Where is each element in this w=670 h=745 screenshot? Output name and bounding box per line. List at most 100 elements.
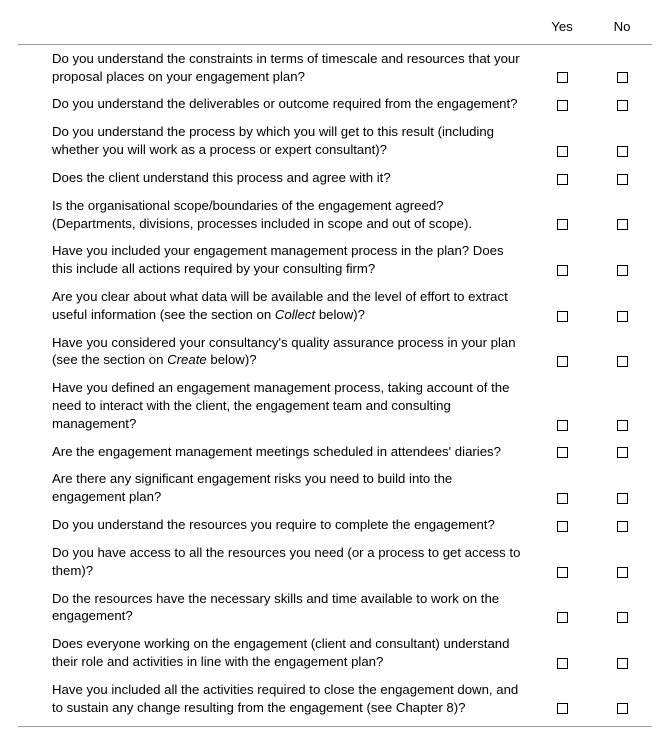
no-cell [592,539,652,585]
question-row: Do you understand the deliverables or ou… [18,90,652,118]
question-text: Have you included all the activities req… [18,676,532,727]
question-row: Have you included all the activities req… [18,676,652,727]
yes-cell [532,465,592,511]
yes-cell [532,192,592,238]
no-cell [592,283,652,329]
yes-cell [532,283,592,329]
checkbox-yes[interactable] [557,521,568,532]
question-row: Do you have access to all the resources … [18,539,652,585]
question-row: Does everyone working on the engagement … [18,630,652,676]
question-row: Is the organisational scope/boundaries o… [18,192,652,238]
yes-cell [532,44,592,90]
question-text: Do you understand the resources you requ… [18,511,532,539]
question-text: Does everyone working on the engagement … [18,630,532,676]
no-cell [592,630,652,676]
question-text: Is the organisational scope/boundaries o… [18,192,532,238]
checkbox-yes[interactable] [557,356,568,367]
yes-cell [532,90,592,118]
question-text: Have you considered your consultancy's q… [18,329,532,375]
checkbox-yes[interactable] [557,219,568,230]
checkbox-no[interactable] [617,447,628,458]
no-cell [592,237,652,283]
checkbox-yes[interactable] [557,612,568,623]
checkbox-no[interactable] [617,100,628,111]
yes-cell [532,539,592,585]
checkbox-no[interactable] [617,311,628,322]
no-cell [592,676,652,727]
checkbox-yes[interactable] [557,265,568,276]
checkbox-no[interactable] [617,174,628,185]
no-cell [592,90,652,118]
header-no: No [592,12,652,44]
no-cell [592,329,652,375]
checkbox-no[interactable] [617,612,628,623]
yes-cell [532,374,592,437]
checkbox-no[interactable] [617,567,628,578]
yes-cell [532,676,592,727]
header-question-col [18,12,532,44]
question-row: Do the resources have the necessary skil… [18,585,652,631]
checkbox-no[interactable] [617,493,628,504]
question-text: Are there any significant engagement ris… [18,465,532,511]
checkbox-yes[interactable] [557,420,568,431]
question-text: Have you defined an engagement managemen… [18,374,532,437]
checkbox-yes[interactable] [557,658,568,669]
question-text: Do the resources have the necessary skil… [18,585,532,631]
yes-cell [532,585,592,631]
yes-cell [532,164,592,192]
header-yes: Yes [532,12,592,44]
checkbox-no[interactable] [617,420,628,431]
yes-cell [532,118,592,164]
checkbox-no[interactable] [617,703,628,714]
question-row: Are the engagement management meetings s… [18,438,652,466]
checkbox-yes[interactable] [557,703,568,714]
question-text: Does the client understand this process … [18,164,532,192]
checkbox-yes[interactable] [557,174,568,185]
checkbox-yes[interactable] [557,146,568,157]
checkbox-yes[interactable] [557,311,568,322]
question-text: Do you understand the process by which y… [18,118,532,164]
question-row: Do you understand the constraints in ter… [18,44,652,90]
no-cell [592,585,652,631]
question-row: Have you included your engagement manage… [18,237,652,283]
yes-cell [532,237,592,283]
yes-cell [532,329,592,375]
question-row: Have you considered your consultancy's q… [18,329,652,375]
checkbox-yes[interactable] [557,447,568,458]
checkbox-no[interactable] [617,521,628,532]
checkbox-yes[interactable] [557,567,568,578]
question-row: Do you understand the process by which y… [18,118,652,164]
checkbox-yes[interactable] [557,493,568,504]
no-cell [592,118,652,164]
question-text: Do you have access to all the resources … [18,539,532,585]
question-row: Does the client understand this process … [18,164,652,192]
checkbox-no[interactable] [617,146,628,157]
header-row: Yes No [18,12,652,44]
no-cell [592,192,652,238]
question-row: Have you defined an engagement managemen… [18,374,652,437]
no-cell [592,465,652,511]
checkbox-no[interactable] [617,356,628,367]
question-text: Have you included your engagement manage… [18,237,532,283]
question-row: Do you understand the resources you requ… [18,511,652,539]
no-cell [592,511,652,539]
checkbox-yes[interactable] [557,72,568,83]
question-text: Are you clear about what data will be av… [18,283,532,329]
yes-cell [532,438,592,466]
checkbox-no[interactable] [617,219,628,230]
yes-cell [532,511,592,539]
no-cell [592,374,652,437]
question-row: Are you clear about what data will be av… [18,283,652,329]
question-text: Do you understand the constraints in ter… [18,44,532,90]
checkbox-no[interactable] [617,658,628,669]
no-cell [592,44,652,90]
checklist-table: Yes No Do you understand the constraints… [18,12,652,727]
checkbox-no[interactable] [617,265,628,276]
question-row: Are there any significant engagement ris… [18,465,652,511]
checkbox-no[interactable] [617,72,628,83]
question-text: Are the engagement management meetings s… [18,438,532,466]
yes-cell [532,630,592,676]
question-text: Do you understand the deliverables or ou… [18,90,532,118]
no-cell [592,164,652,192]
checkbox-yes[interactable] [557,100,568,111]
